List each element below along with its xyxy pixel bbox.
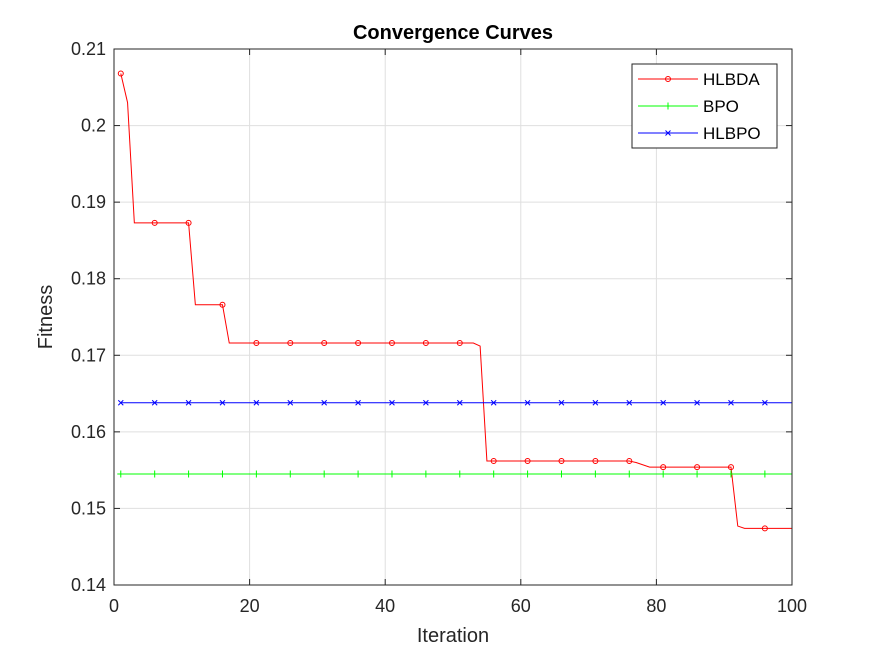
data-point-bpo — [422, 470, 430, 478]
legend-box — [631, 63, 778, 149]
y-tick-label: 0.15 — [71, 498, 106, 518]
y-tick-label: 0.14 — [71, 575, 106, 595]
data-point-bpo — [693, 470, 701, 478]
data-point-hlbpo — [592, 399, 599, 406]
data-point-hlbpo — [117, 399, 124, 406]
data-point-bpo — [591, 470, 599, 478]
data-point-hlbda — [694, 464, 701, 471]
x-tick-label: 80 — [646, 596, 666, 616]
y-tick-label: 0.19 — [71, 192, 106, 212]
data-point-bpo — [185, 470, 193, 478]
legend-label-bpo: BPO — [703, 97, 739, 116]
data-point-hlbpo — [626, 399, 633, 406]
legend-marker-hlbpo — [665, 130, 671, 136]
data-point-hlbpo — [321, 399, 328, 406]
data-point-bpo — [761, 470, 769, 478]
legend-marker-bpo — [664, 102, 672, 110]
legend-entry-bpo: BPO — [638, 97, 739, 116]
series-bpo — [117, 470, 792, 478]
data-point-hlbda — [727, 464, 734, 471]
data-point-bpo — [218, 470, 226, 478]
x-tick-label: 0 — [109, 596, 119, 616]
y-tick-label: 0.18 — [71, 269, 106, 289]
data-point-bpo — [117, 470, 125, 478]
data-point-hlbda — [422, 340, 429, 347]
data-point-hlbpo — [355, 399, 361, 406]
x-axis-label: Iteration — [417, 625, 489, 647]
legend-marker-hlbda — [665, 76, 671, 82]
data-point-hlbda — [660, 464, 667, 471]
data-point-hlbpo — [694, 399, 700, 406]
axis-ticks: 0 20 40 60 80 100 0.14 0.15 0.16 0.17 0.18 0.19 0.2 0… — [71, 39, 807, 616]
data-point-hlbda — [558, 457, 565, 464]
data-point-hlbda — [185, 219, 192, 226]
data-point-hlbda — [117, 70, 124, 77]
x-tick-label: 100 — [777, 596, 807, 616]
data-point-bpo — [320, 470, 328, 478]
data-point-hlbpo — [762, 399, 768, 406]
data-point-hlbpo — [253, 399, 260, 406]
data-point-hlbda — [355, 340, 362, 347]
data-point-hlbda — [253, 340, 260, 347]
data-point-hlbpo — [151, 399, 158, 406]
chart-title: Convergence Curves — [353, 22, 553, 44]
y-tick-label: 0.16 — [71, 422, 106, 442]
legend-label-hlbda: HLBDA — [703, 70, 760, 89]
data-point-hlbpo — [660, 399, 667, 406]
series-hlbda — [117, 70, 792, 532]
data-point-bpo — [659, 470, 667, 478]
data-point-hlbpo — [185, 399, 192, 406]
data-point-bpo — [151, 470, 159, 478]
data-point-bpo — [557, 470, 565, 478]
data-point-hlbpo — [728, 399, 734, 406]
data-point-hlbda — [490, 457, 497, 464]
data-point-hlbda — [287, 340, 294, 347]
data-point-bpo — [490, 470, 498, 478]
data-point-hlbpo — [423, 399, 429, 406]
data-point-hlbda — [524, 457, 531, 464]
series-hlbpo — [117, 399, 792, 406]
data-point-bpo — [252, 470, 260, 478]
data-point-hlbda — [219, 301, 226, 308]
series-layer — [117, 70, 792, 532]
y-tick-label: 0.2 — [81, 116, 106, 136]
data-point-hlbda — [151, 219, 158, 226]
data-point-hlbda — [626, 457, 633, 464]
y-axis-label: Fitness — [35, 285, 57, 349]
data-point-bpo — [625, 470, 633, 478]
data-point-bpo — [727, 470, 735, 478]
data-point-hlbpo — [287, 399, 294, 406]
data-point-hlbda — [592, 457, 599, 464]
data-point-bpo — [456, 470, 464, 478]
x-tick-label: 60 — [511, 596, 531, 616]
data-point-bpo — [388, 470, 396, 478]
data-point-hlbpo — [456, 399, 463, 406]
data-point-hlbda — [388, 340, 395, 347]
plot-frame — [113, 48, 793, 586]
data-point-hlbda — [321, 340, 328, 347]
data-point-bpo — [286, 470, 294, 478]
legend-entry-hlbda: HLBDA — [638, 70, 760, 89]
data-point-hlbpo — [524, 399, 531, 406]
data-point-bpo — [524, 470, 532, 478]
data-point-hlbpo — [490, 399, 497, 406]
series-line-hlbda — [120, 73, 792, 529]
x-tick-label: 20 — [240, 596, 260, 616]
data-point-hlbda — [761, 525, 768, 532]
legend: HLBDA BPO HLBPO — [631, 63, 778, 149]
x-tick-label: 40 — [375, 596, 395, 616]
data-point-hlbpo — [219, 399, 226, 406]
legend-entry-hlbpo: HLBPO — [638, 124, 761, 143]
y-tick-label: 0.21 — [71, 39, 106, 59]
y-tick-label: 0.17 — [71, 345, 106, 365]
data-point-bpo — [354, 470, 362, 478]
data-point-hlbpo — [389, 399, 395, 406]
data-point-hlbpo — [558, 399, 565, 406]
legend-label-hlbpo: HLBPO — [703, 124, 761, 143]
data-point-hlbda — [456, 340, 463, 347]
